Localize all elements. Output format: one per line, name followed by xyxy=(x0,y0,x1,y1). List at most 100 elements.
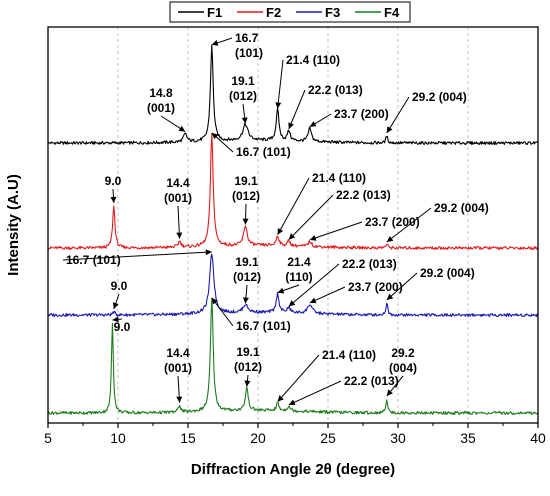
peak-arrow-head xyxy=(309,297,317,304)
peak-annotation: 19.1(012) xyxy=(234,345,262,387)
peak-label: 21.4 (110) xyxy=(312,171,366,185)
peak-arrow-head xyxy=(277,228,284,235)
peak-label: 22.2 (013) xyxy=(308,83,363,97)
x-tick-label: 10 xyxy=(110,430,126,446)
peak-arrow-line xyxy=(288,380,342,406)
peak-label: (101) xyxy=(235,46,263,60)
peak-arrow-head xyxy=(211,297,218,305)
series-line-f4 xyxy=(47,297,539,416)
peak-label: (001) xyxy=(164,361,192,375)
peak-label: (012) xyxy=(233,270,261,284)
peak-arrow-head xyxy=(110,196,117,203)
peak-arrow-line xyxy=(288,263,340,307)
legend-label-f4: F4 xyxy=(384,5,400,20)
peak-label: (001) xyxy=(164,191,192,205)
peak-arrow-line xyxy=(386,272,418,301)
peak-arrow-line xyxy=(386,96,410,134)
peak-arrow-line xyxy=(288,89,306,130)
peak-arrow-line xyxy=(386,207,432,243)
peak-annotation: 29.2 (004) xyxy=(386,201,489,243)
peak-label: 22.2 (013) xyxy=(344,374,399,388)
peak-label: (110) xyxy=(285,270,312,284)
peak-arrow-head xyxy=(309,235,317,241)
peak-annotation: 21.4 (110) xyxy=(277,171,366,235)
peak-annotation: 19.1(012) xyxy=(229,74,257,124)
peak-arrow-head xyxy=(288,399,296,406)
peak-label: (012) xyxy=(234,360,262,374)
peak-label: 29.2 (004) xyxy=(434,201,489,215)
peak-label: (012) xyxy=(232,189,260,203)
peak-annotations: 16.7(101)14.8(001)19.1(012)21.4 (110)22.… xyxy=(62,31,489,406)
series-line-f3 xyxy=(47,253,539,318)
x-tick-label: 25 xyxy=(320,430,336,446)
peak-arrow-line xyxy=(309,286,346,304)
legend-label-f2: F2 xyxy=(266,5,281,20)
peak-label: 23.7 (200) xyxy=(348,280,403,294)
peak-annotation: 23.7 (200) xyxy=(309,107,389,128)
peak-label: 16.7 xyxy=(235,31,259,45)
x-axis-label: Diffraction Angle 2θ (degree) xyxy=(191,461,395,478)
legend-box xyxy=(169,1,411,23)
peak-label: 21.4 (110) xyxy=(322,348,376,362)
peak-annotation: 29.2 (004) xyxy=(386,266,475,301)
peak-label: 9.0 xyxy=(105,174,122,188)
peak-arrow-line xyxy=(288,194,334,240)
x-tick-label: 20 xyxy=(250,430,266,446)
peak-arrow-head xyxy=(242,218,249,225)
peak-annotation: 21.4(110) xyxy=(277,255,313,294)
peak-arrow-head xyxy=(288,122,294,130)
peak-label: 19.1 xyxy=(235,255,259,269)
peak-label: 14.4 xyxy=(166,176,190,190)
peak-label: (012) xyxy=(229,89,257,103)
peak-arrow-head xyxy=(211,132,219,140)
peak-label: 9.0 xyxy=(111,279,128,293)
peak-annotation: 16.7 (101) xyxy=(211,132,291,159)
peak-annotation: 21.4 (110) xyxy=(277,348,376,403)
peak-annotation: 14.8(001) xyxy=(147,86,186,132)
y-axis-label: Intensity (A.U) xyxy=(5,174,22,276)
peak-label: 16.7 (101) xyxy=(66,253,121,267)
x-tick-label: 5 xyxy=(44,430,52,446)
peak-annotation: 19.1(012) xyxy=(233,255,261,304)
peak-label: 19.1 xyxy=(236,345,260,359)
peak-label: 19.1 xyxy=(231,74,255,88)
peak-arrow-head xyxy=(386,126,393,133)
series-line-f2 xyxy=(47,133,539,251)
x-tick-label: 35 xyxy=(460,430,476,446)
peak-arrow-head xyxy=(176,396,183,403)
peak-annotation: 22.2 (013) xyxy=(288,374,399,406)
peak-arrow-line xyxy=(277,177,310,235)
peak-annotation: 14.4(001) xyxy=(164,346,192,403)
peak-label: 22.2 (013) xyxy=(342,257,397,271)
peak-label: 21.4 xyxy=(287,255,311,269)
peak-arrow-head xyxy=(211,40,219,46)
peak-label: 16.7 (101) xyxy=(236,145,291,159)
peak-annotation: 22.2 (013) xyxy=(288,188,391,240)
peak-arrow-head xyxy=(386,235,394,242)
peak-arrow-line xyxy=(277,59,284,109)
series-lines xyxy=(47,44,539,416)
peak-annotation: 16.7(101) xyxy=(211,31,263,60)
peak-arrow-head xyxy=(241,117,248,124)
peak-arrow-line xyxy=(309,221,363,241)
plot-frame xyxy=(47,26,539,424)
peak-label: 22.2 (013) xyxy=(336,188,391,202)
peak-annotation: 9.0 xyxy=(111,279,128,310)
peak-label: 23.7 (200) xyxy=(365,215,420,229)
peak-annotation: 23.7 (200) xyxy=(309,215,420,241)
series-line-f1 xyxy=(47,44,539,146)
peak-annotation: 29.2 (004) xyxy=(386,90,467,134)
peak-arrow-head xyxy=(309,121,317,127)
x-tick-label: 15 xyxy=(180,430,196,446)
peak-arrow-head xyxy=(288,233,296,240)
peak-arrow-head xyxy=(242,297,249,304)
peak-label: 9.0 xyxy=(114,320,131,334)
peak-annotation: 21.4 (110) xyxy=(275,53,340,109)
peak-label: 23.7 (200) xyxy=(334,107,389,121)
peak-label: (004) xyxy=(389,361,417,375)
peak-label: 29.2 xyxy=(391,346,415,360)
peak-annotation: 9.0 xyxy=(112,316,131,334)
peak-arrow-head xyxy=(277,395,284,402)
peak-arrow-line xyxy=(62,251,212,261)
